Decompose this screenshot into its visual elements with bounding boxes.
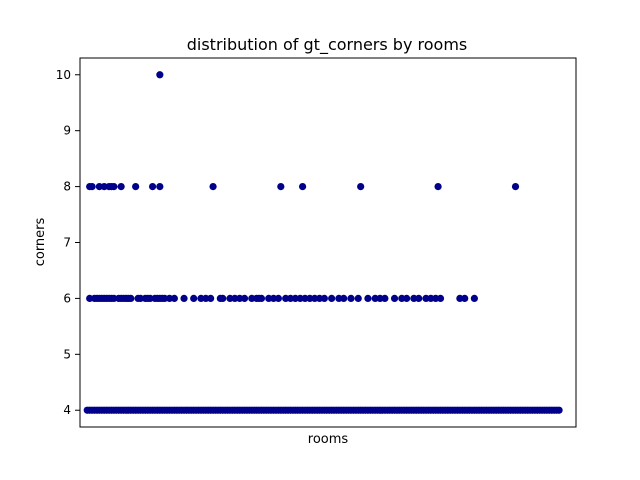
data-point [88,182,96,191]
data-point [207,294,215,303]
data-point [390,294,399,303]
data-point [209,182,217,191]
data-point [240,294,249,303]
data-point [117,182,125,191]
x-axis-label: rooms [308,432,349,447]
data-point [190,294,198,303]
y-tick-label: 5 [63,347,71,361]
data-point [156,182,164,191]
data-point [415,294,423,303]
data-point [434,182,442,191]
y-tick-label: 9 [63,124,71,138]
data-point [132,182,140,191]
y-tick-label: 8 [63,180,71,194]
data-point [555,406,563,414]
data-point [257,294,266,303]
plot-frame [79,57,577,428]
data-point [277,182,285,191]
data-point [156,71,164,79]
y-axis: 4 5 6 7 8 9 10 [56,68,80,417]
y-tick-label: 6 [63,291,71,305]
data-point [403,294,411,303]
data-point [298,182,307,191]
data-point [357,182,365,191]
y-tick-label: 4 [63,403,71,417]
data-point [364,294,372,303]
data-points [83,71,563,414]
y-axis-label: corners [33,217,48,266]
data-point [511,182,520,191]
data-point [170,294,178,303]
data-point [180,294,188,303]
data-point [148,182,157,191]
data-point [110,182,118,191]
y-tick-label: 7 [63,236,71,250]
chart-title: distribution of gt_corners by rooms [187,35,468,55]
data-point [328,294,336,303]
y-tick-label: 10 [56,68,71,82]
data-point [340,294,348,303]
data-point [347,294,355,303]
data-point [354,294,362,303]
data-point [436,294,445,303]
data-point [219,294,227,303]
data-point [320,294,328,303]
data-point [127,294,135,303]
data-point [461,294,469,303]
data-point [470,294,478,303]
data-point [274,294,282,303]
data-point [381,294,389,303]
